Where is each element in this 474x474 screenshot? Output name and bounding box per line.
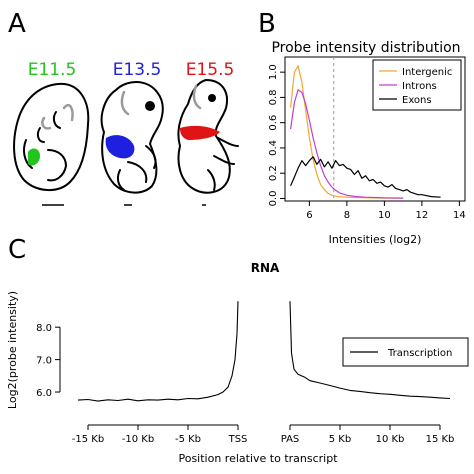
chart-c-x-tick-label: PAS xyxy=(281,434,300,445)
series-introns-line xyxy=(290,89,404,199)
chart-b-x-tick-label: 8 xyxy=(344,210,350,221)
panel-a-letter: A xyxy=(8,9,26,39)
chart-b-y-tick-label: 0.4 xyxy=(268,140,279,156)
stage-label-e13: E13.5 xyxy=(113,60,162,80)
chart-b-y-tick-label: 0.6 xyxy=(268,115,279,131)
chart-c-x-tick-label: -5 Kb xyxy=(175,434,201,445)
embryo-e11-drawing xyxy=(13,82,90,206)
chart-c-x-tick-label: -15 Kb xyxy=(72,434,104,445)
embryo-e13-highlight xyxy=(105,135,135,159)
chart-c-y-label: Log2(probe intensity) xyxy=(6,291,19,409)
chart-c-y-tick-label: 8.0 xyxy=(36,323,52,334)
chart-c-x-tick-label: 15 Kb xyxy=(426,434,455,445)
stage-label-e15: E15.5 xyxy=(186,60,235,80)
legend-label-intergenic: Intergenic xyxy=(402,67,452,78)
chart-b-title: Probe intensity distribution xyxy=(271,40,460,56)
series-intergenic-line xyxy=(290,65,404,199)
chart-b-x-tick-label: 12 xyxy=(416,210,429,221)
embryo-e11-highlight xyxy=(28,148,40,166)
chart-c-title: RNA xyxy=(251,261,280,275)
chart-c-series xyxy=(77,301,451,402)
embryo-e13-drawing xyxy=(100,81,164,206)
chart-b-y-tick-label: 0.2 xyxy=(268,165,279,181)
chart-c-y-tick-label: 7.0 xyxy=(36,356,52,367)
chart-b-y-tick-label: 0.8 xyxy=(268,89,279,105)
panel-c-letter: C xyxy=(8,235,26,265)
legend-label-introns: Introns xyxy=(402,81,437,92)
chart-b-x-tick-label: 14 xyxy=(453,210,466,221)
chart-b-y-axis: 0.0 0.2 0.4 0.6 0.8 1.0 xyxy=(268,64,285,206)
legend-label-exons: Exons xyxy=(402,95,432,106)
series-transcription-downstream-line xyxy=(289,301,451,400)
chart-b-frame xyxy=(284,56,466,202)
chart-b-x-tick-label: 10 xyxy=(378,210,391,221)
legend-label-transcription: Transcription xyxy=(387,348,452,359)
chart-c-y-tick-label: 6.0 xyxy=(36,388,52,399)
chart-c-x-tick-label: -10 Kb xyxy=(122,434,154,445)
chart-c-x-label: Position relative to transcript xyxy=(178,452,338,465)
chart-b-series xyxy=(290,65,441,199)
chart-c-x-tick-label: TSS xyxy=(228,434,248,445)
series-transcription-upstream-line xyxy=(77,301,239,402)
chart-c-x-axis: -15 Kb -10 Kb -5 Kb TSS PAS 5 Kb 10 Kb 15 Kb xyxy=(72,424,455,445)
chart-b-y-tick-label: 1.0 xyxy=(268,64,279,80)
chart-c-y-axis: 6.0 7.0 8.0 xyxy=(36,323,61,399)
chart-c-x-tick-label: 10 Kb xyxy=(376,434,405,445)
embryo-e15-drawing xyxy=(177,79,239,206)
chart-b-x-tick-label: 6 xyxy=(306,210,312,221)
chart-b-x-axis: 6 8 10 12 14 xyxy=(306,201,466,221)
panel-b-letter: B xyxy=(258,9,276,39)
chart-b-x-label: Intensities (log2) xyxy=(329,233,422,246)
chart-b-y-tick-label: 0.0 xyxy=(268,191,279,207)
embryo-e15-highlight xyxy=(180,125,220,140)
series-exons-line xyxy=(290,156,441,198)
stage-label-e11: E11.5 xyxy=(28,60,77,80)
chart-c-x-tick-label: 5 Kb xyxy=(329,434,351,445)
